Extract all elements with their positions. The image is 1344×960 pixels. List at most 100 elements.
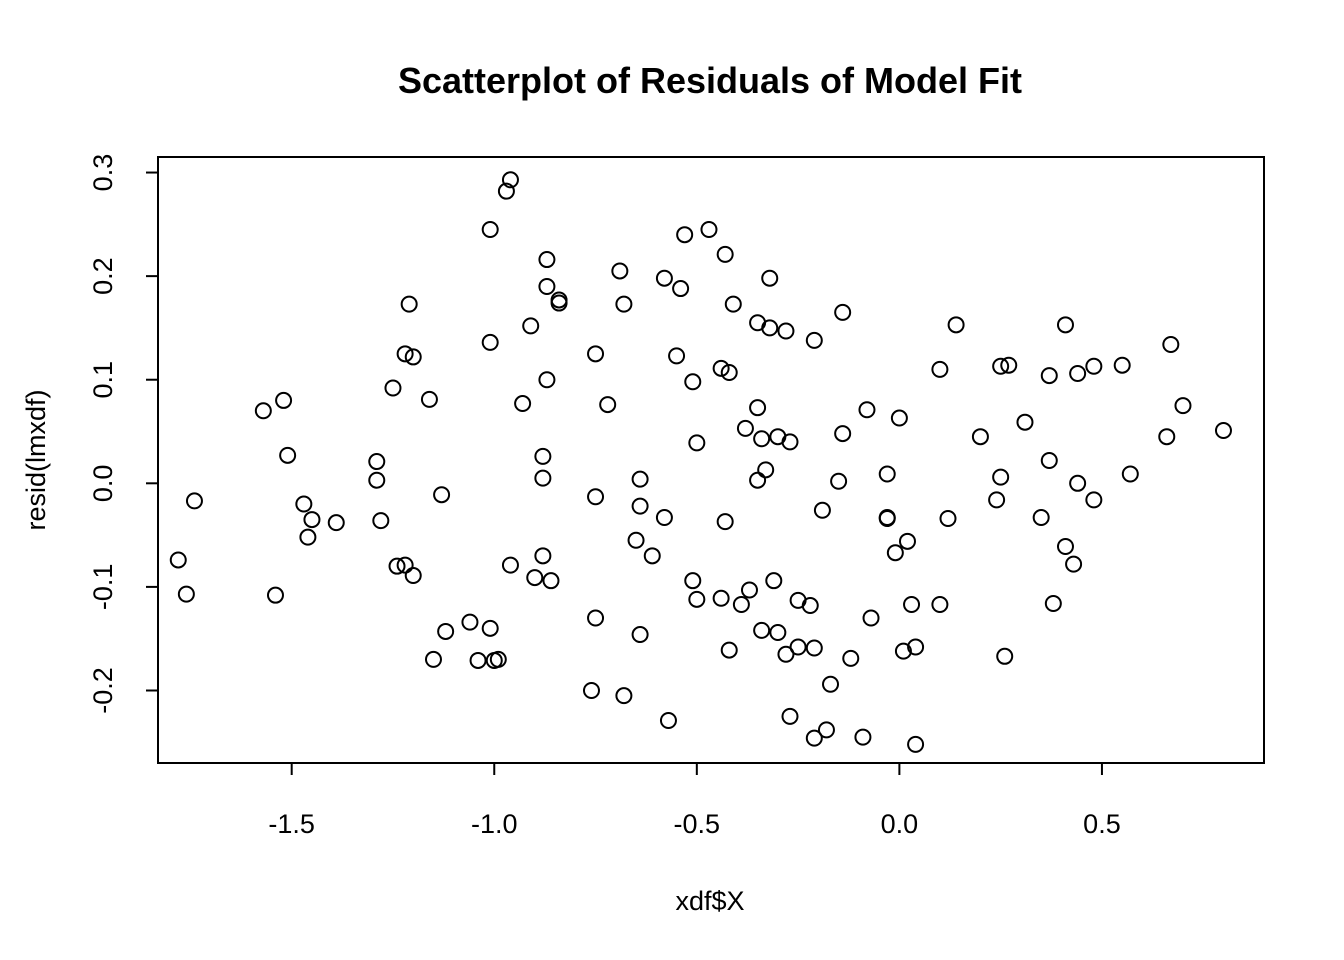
data-point	[684, 373, 702, 391]
data-point	[1056, 316, 1074, 334]
data-point	[424, 650, 442, 668]
data-point	[372, 512, 390, 530]
data-point	[481, 221, 499, 239]
data-point	[753, 430, 771, 448]
data-point	[676, 226, 694, 244]
data-point	[538, 251, 556, 269]
data-point	[907, 735, 925, 753]
data-point	[368, 471, 386, 489]
data-point	[830, 472, 848, 490]
data-point	[497, 182, 515, 200]
data-point	[404, 348, 422, 366]
data-point	[749, 471, 767, 489]
data-point	[1065, 555, 1083, 573]
data-point	[489, 650, 507, 668]
data-point	[275, 391, 293, 409]
data-point	[514, 395, 532, 413]
data-point	[854, 728, 872, 746]
data-point	[716, 513, 734, 531]
y-axis-label: resid(lmxdf)	[21, 389, 51, 530]
data-point	[907, 638, 925, 656]
data-point	[801, 597, 819, 615]
data-points	[169, 171, 1232, 753]
data-point	[712, 589, 730, 607]
data-point	[834, 425, 852, 443]
data-point	[631, 470, 649, 488]
data-point	[384, 379, 402, 397]
data-point	[266, 586, 284, 604]
data-point	[777, 322, 795, 340]
data-point	[805, 331, 823, 349]
data-point	[1056, 537, 1074, 555]
data-point	[388, 557, 406, 575]
data-point	[939, 510, 957, 528]
data-point	[898, 532, 916, 550]
data-point	[1016, 413, 1034, 431]
data-point	[655, 269, 673, 287]
data-point	[611, 262, 629, 280]
x-tick-label: 0.0	[881, 809, 919, 839]
data-point	[1158, 428, 1176, 446]
data-point	[631, 497, 649, 515]
data-point	[254, 402, 272, 420]
data-point	[712, 359, 730, 377]
data-point	[732, 596, 750, 614]
data-point	[890, 409, 908, 427]
y-tick-label: 0.2	[88, 257, 118, 295]
data-point	[587, 488, 605, 506]
data-point	[988, 491, 1006, 509]
data-point	[1069, 365, 1087, 383]
y-tick-label: 0.3	[88, 154, 118, 192]
data-point	[736, 419, 754, 437]
data-point	[461, 613, 479, 631]
data-point	[501, 171, 519, 189]
data-point	[947, 316, 965, 334]
data-point	[716, 245, 734, 263]
data-point	[1085, 491, 1103, 509]
data-point	[761, 269, 779, 287]
data-point	[931, 596, 949, 614]
data-point	[862, 609, 880, 627]
data-point	[684, 572, 702, 590]
data-point	[538, 371, 556, 389]
data-point	[659, 712, 677, 730]
data-point	[582, 681, 600, 699]
data-point	[971, 428, 989, 446]
data-point	[396, 345, 414, 363]
data-point	[992, 357, 1010, 375]
data-point	[420, 390, 438, 408]
data-point	[858, 401, 876, 419]
plot-frame	[157, 156, 1265, 764]
data-point	[400, 295, 418, 313]
data-point	[1000, 356, 1018, 374]
data-point	[396, 556, 414, 574]
data-point	[765, 572, 783, 590]
x-tick-label: -1.0	[471, 809, 518, 839]
data-point	[1040, 452, 1058, 470]
data-point	[817, 721, 835, 739]
data-point	[1113, 356, 1131, 374]
data-point	[295, 495, 313, 513]
data-point	[327, 514, 345, 532]
data-point	[688, 434, 706, 452]
data-point	[550, 294, 568, 312]
data-point	[542, 572, 560, 590]
y-axis: -0.2 -0.1 0.0 0.1 0.2 0.3	[88, 154, 159, 714]
data-point	[668, 347, 686, 365]
data-point	[522, 317, 540, 335]
data-point	[777, 645, 795, 663]
x-axis-label: xdf$X	[675, 886, 744, 916]
data-point	[878, 465, 896, 483]
data-point	[303, 511, 321, 529]
data-point	[842, 649, 860, 667]
data-point	[822, 675, 840, 693]
data-point	[672, 280, 690, 298]
data-point	[615, 295, 633, 313]
data-point	[1069, 474, 1087, 492]
data-point	[781, 707, 799, 725]
data-point	[299, 528, 317, 546]
data-point	[789, 638, 807, 656]
data-point	[599, 396, 617, 414]
data-point	[805, 639, 823, 657]
